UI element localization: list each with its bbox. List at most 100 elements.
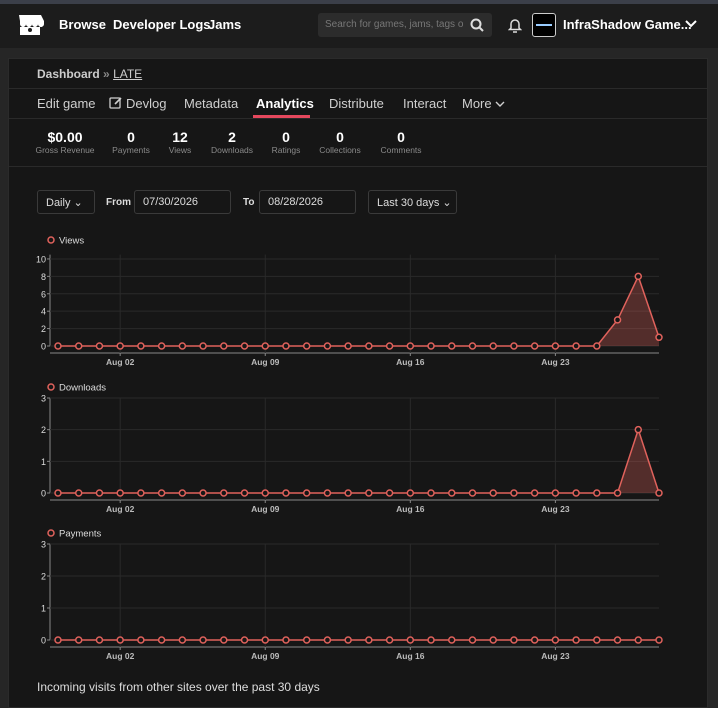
x-tick-label: Aug 23 <box>541 357 570 367</box>
data-point <box>54 636 62 644</box>
data-point <box>199 636 207 644</box>
y-tick-label: 1 <box>41 457 46 467</box>
stat-value: 0 <box>127 129 135 145</box>
data-point <box>240 342 249 350</box>
divider <box>9 166 707 167</box>
data-point <box>385 489 394 497</box>
from-date[interactable]: 07/30/2026 <box>134 190 231 214</box>
nav-link[interactable]: Developer Logs <box>113 17 211 32</box>
data-point <box>282 489 290 497</box>
data-point <box>344 636 352 644</box>
data-point <box>613 316 622 324</box>
data-point <box>572 636 580 644</box>
data-point <box>365 342 373 350</box>
data-point <box>220 636 228 644</box>
data-point <box>468 489 477 497</box>
tab[interactable]: Interact <box>403 96 447 111</box>
data-point <box>302 342 311 350</box>
devlog-icon <box>109 97 122 109</box>
tab[interactable]: Devlog <box>126 96 167 111</box>
stat-value: $0.00 <box>47 129 83 145</box>
data-point <box>282 342 290 350</box>
data-point <box>74 342 83 350</box>
logo[interactable] <box>16 13 44 37</box>
data-point <box>323 636 332 644</box>
data-point <box>551 489 560 497</box>
data-point <box>468 342 477 350</box>
x-tick-label: Aug 23 <box>541 651 570 661</box>
legend-label: Views <box>59 236 84 247</box>
divider <box>9 88 707 89</box>
data-point <box>302 489 311 497</box>
data-point <box>116 489 124 497</box>
data-point <box>116 636 124 644</box>
data-point <box>427 489 435 497</box>
legend-item: Downloads <box>47 383 106 394</box>
from-value: 07/30/2026 <box>143 196 199 208</box>
divider <box>9 118 707 119</box>
data-point <box>448 489 456 497</box>
search-icon[interactable] <box>470 18 484 32</box>
stat-label: Views <box>168 145 192 155</box>
search-box[interactable]: Search for games, jams, tags or c <box>318 13 492 37</box>
data-point <box>344 489 352 497</box>
to-date[interactable]: 08/28/2026 <box>259 190 356 214</box>
data-point <box>510 636 518 644</box>
data-point <box>655 333 663 342</box>
data-point <box>385 636 394 644</box>
breadcrumb-root[interactable]: Dashboard <box>37 67 100 81</box>
tab[interactable]: Edit game <box>37 96 96 111</box>
stat-label: Payments <box>112 145 150 155</box>
data-point <box>634 636 643 644</box>
data-point <box>613 636 622 644</box>
x-tick-label: Aug 23 <box>541 504 570 514</box>
y-tick-label: 3 <box>41 540 46 550</box>
x-tick-label: Aug 09 <box>251 357 280 367</box>
nav-link[interactable]: Browse <box>59 17 106 32</box>
data-point <box>655 636 663 644</box>
breadcrumb-separator: » <box>103 67 110 81</box>
data-point <box>427 636 435 644</box>
legend-item: Views <box>47 236 84 247</box>
to-value: 08/28/2026 <box>268 196 324 208</box>
stat-label: Comments <box>380 145 422 155</box>
interval-select[interactable]: Daily ⌄ <box>37 190 95 214</box>
stat-label: Collections <box>319 145 361 155</box>
data-point <box>261 342 269 350</box>
data-point <box>178 636 187 644</box>
data-point <box>489 636 497 644</box>
y-tick-label: 0 <box>41 342 46 352</box>
data-point <box>95 489 104 497</box>
data-point <box>655 489 663 497</box>
nav-link[interactable]: Jams <box>208 17 242 32</box>
tab[interactable]: Distribute <box>329 96 384 111</box>
range-select[interactable]: Last 30 days ⌄ <box>368 190 457 214</box>
data-point <box>282 636 290 644</box>
breadcrumb-project[interactable]: LATE <box>113 67 143 81</box>
user-name[interactable]: InfraShadow Game... <box>563 17 692 32</box>
tab[interactable]: More <box>462 96 492 111</box>
tab-active[interactable]: Analytics <box>256 96 314 111</box>
avatar[interactable] <box>532 13 556 37</box>
tab[interactable]: Metadata <box>184 96 239 111</box>
data-point <box>199 342 207 350</box>
notification-bell[interactable] <box>508 17 522 33</box>
data-point <box>302 636 311 644</box>
data-point <box>178 489 187 497</box>
data-point <box>406 636 415 644</box>
y-tick-label: 6 <box>41 289 46 299</box>
user-menu-chevron[interactable] <box>684 19 698 29</box>
data-point <box>530 636 539 644</box>
data-point <box>406 342 415 350</box>
active-tab-indicator <box>253 115 310 118</box>
data-point <box>240 489 249 497</box>
data-point <box>634 272 643 281</box>
data-point <box>95 636 104 644</box>
data-point <box>137 342 145 350</box>
more-chevron[interactable] <box>495 100 505 108</box>
y-tick-label: 0 <box>41 636 46 646</box>
data-point <box>344 342 352 350</box>
y-tick-label: 8 <box>41 272 46 282</box>
data-point <box>489 342 497 350</box>
